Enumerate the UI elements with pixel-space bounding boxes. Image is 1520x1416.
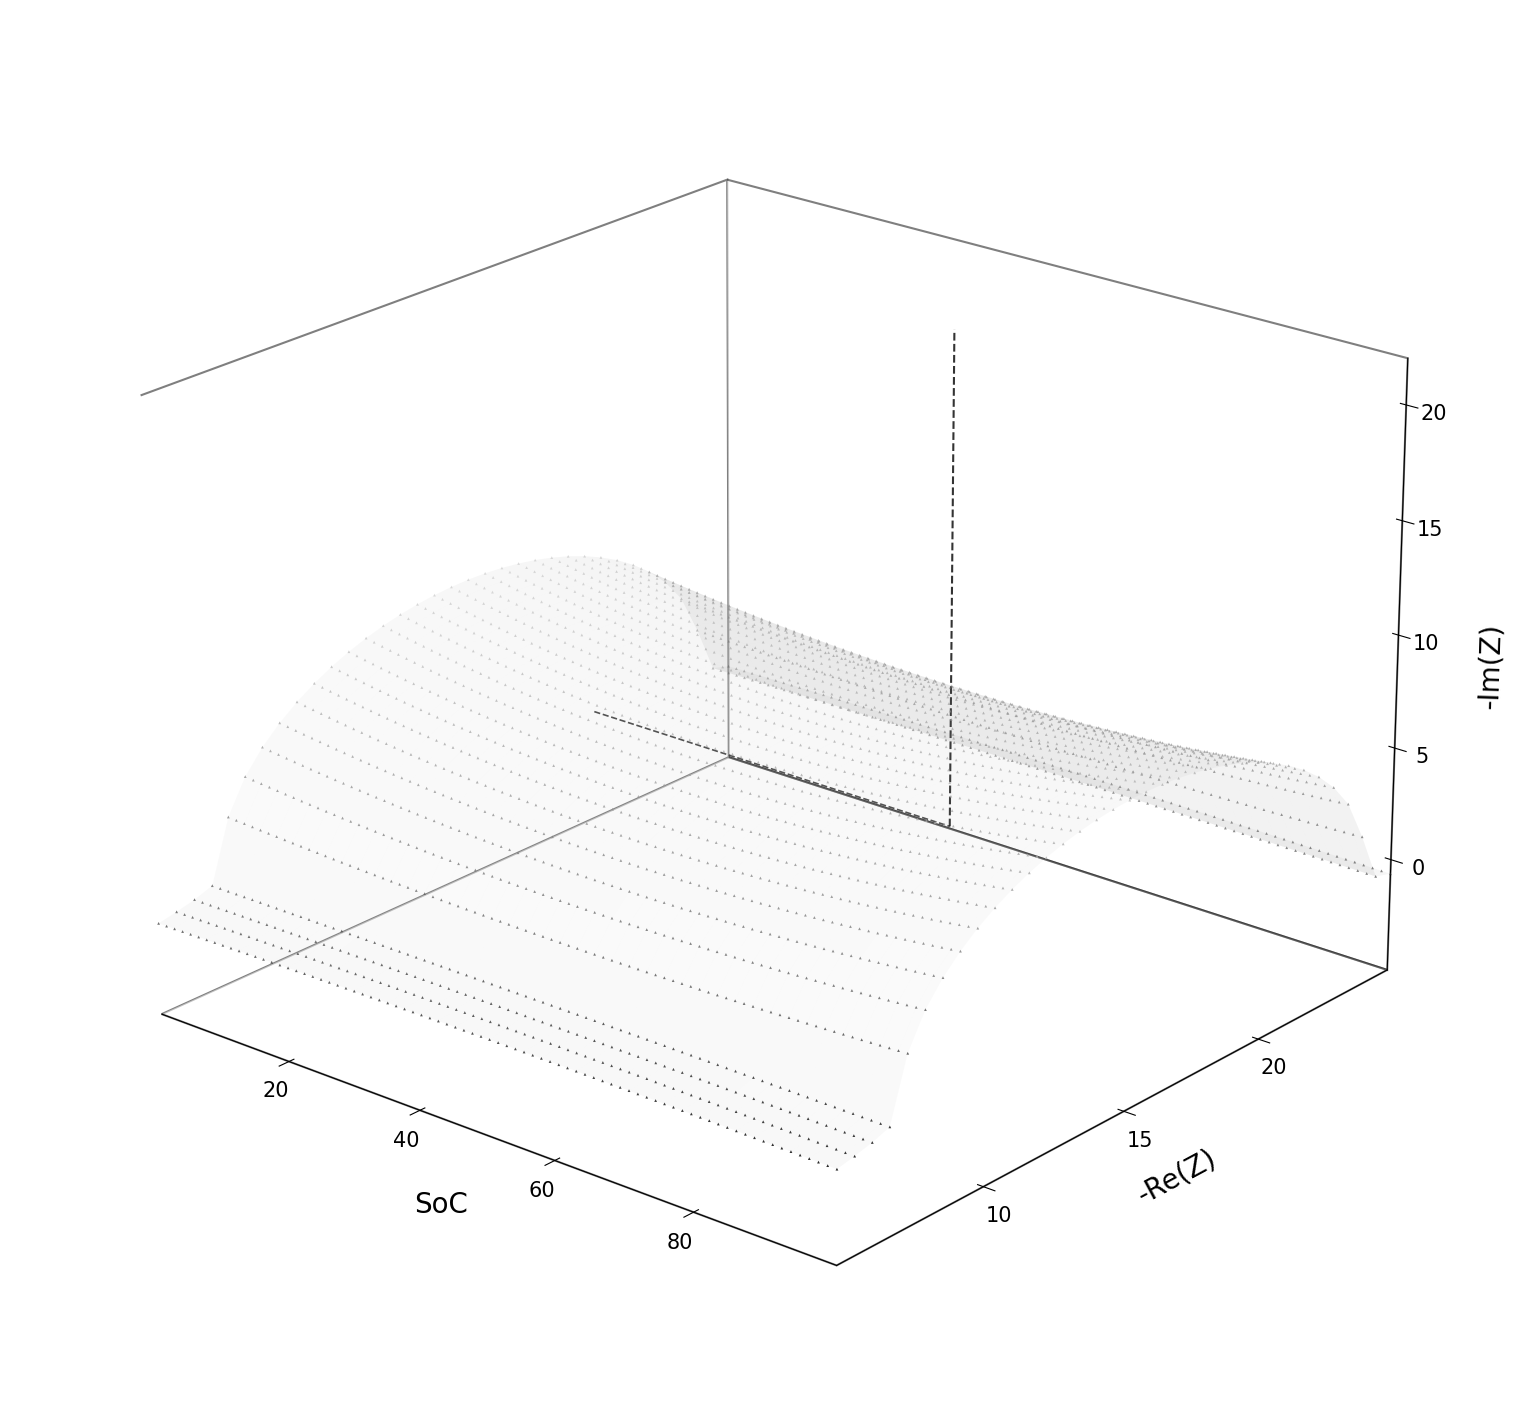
Y-axis label: -Re(Z): -Re(Z)	[1132, 1144, 1222, 1209]
X-axis label: SoC: SoC	[415, 1191, 468, 1219]
